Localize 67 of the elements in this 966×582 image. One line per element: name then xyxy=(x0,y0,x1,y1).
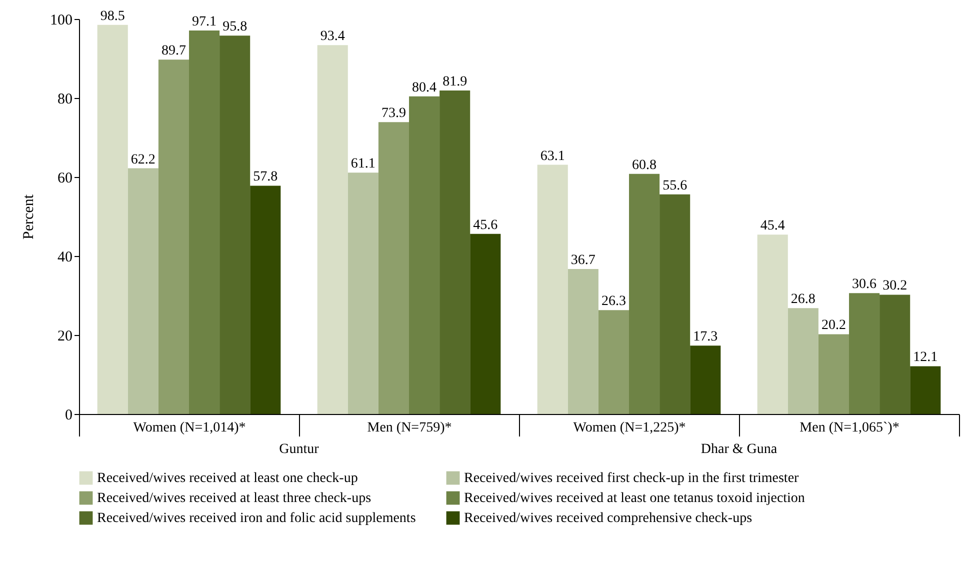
data-label: 62.2 xyxy=(130,152,156,168)
bar xyxy=(378,122,409,414)
bar xyxy=(409,96,440,414)
data-label: 12.1 xyxy=(913,350,938,366)
legend-label: Received/wives received first check-up in the first trimester xyxy=(464,471,800,486)
y-tick-label: 20 xyxy=(58,328,72,344)
bar xyxy=(660,194,690,414)
bar xyxy=(250,186,281,414)
legend-label: Received/wives received at least one tetanus toxoid injection xyxy=(464,491,805,506)
y-tick-label: 100 xyxy=(50,12,72,28)
legend-label: Received/wives received iron and folic acid supplements xyxy=(97,511,416,526)
data-label: 60.8 xyxy=(632,158,657,173)
data-label: 30.2 xyxy=(882,278,908,294)
bar xyxy=(158,60,189,414)
y-tick-label: 60 xyxy=(58,170,72,186)
bar xyxy=(629,174,660,414)
y-tick-label: 40 xyxy=(58,250,72,266)
bar xyxy=(348,172,378,414)
bar xyxy=(598,310,629,414)
bar xyxy=(317,45,348,414)
data-label: 45.6 xyxy=(473,218,498,233)
bar xyxy=(880,294,910,414)
x-tick-label: Women (N=1,225)* xyxy=(573,420,686,436)
bar xyxy=(757,234,788,414)
data-label: 80.4 xyxy=(412,80,437,96)
data-label: 26.3 xyxy=(601,294,626,310)
bar xyxy=(690,346,721,414)
data-label: 45.4 xyxy=(760,218,785,234)
bar xyxy=(849,293,880,414)
bar xyxy=(470,234,501,414)
y-axis-title: Percent xyxy=(21,194,37,240)
bar xyxy=(220,36,250,414)
data-label: 89.7 xyxy=(161,44,186,59)
x-tick-label: Women (N=1,014)* xyxy=(133,420,246,436)
data-label: 30.6 xyxy=(852,277,877,292)
data-label: 98.5 xyxy=(100,8,125,24)
x-tick-label: Men (N=1,065`)* xyxy=(800,420,900,436)
text: Dhar & Guna xyxy=(700,442,778,457)
data-label: 26.8 xyxy=(790,292,816,308)
data-label: 36.7 xyxy=(570,253,596,268)
data-label: 55.6 xyxy=(662,178,688,194)
bar xyxy=(128,168,158,414)
bar xyxy=(818,334,849,414)
data-label: 95.8 xyxy=(222,20,248,35)
legend-label: Received/wives received at least three check-ups xyxy=(97,491,372,506)
y-tick-label: 0 xyxy=(65,408,72,424)
text: Guntur xyxy=(279,442,320,457)
bar xyxy=(189,30,220,414)
bar xyxy=(910,366,941,414)
data-label: 61.1 xyxy=(350,156,376,172)
data-label: 93.4 xyxy=(320,29,345,44)
data-label: 81.9 xyxy=(442,74,468,90)
data-label: 57.8 xyxy=(253,170,278,185)
bar xyxy=(788,308,818,414)
data-label: 63.1 xyxy=(540,148,565,164)
data-label: 20.2 xyxy=(821,318,846,334)
data-label: 17.3 xyxy=(693,330,718,345)
bar xyxy=(568,269,598,414)
bar xyxy=(97,24,128,414)
bar xyxy=(440,90,470,414)
y-tick-label: 80 xyxy=(58,92,72,108)
x-tick-label: Men (N=759)* xyxy=(367,420,452,436)
legend-label: Received/wives received comprehensive check-ups xyxy=(464,511,752,526)
data-label: 97.1 xyxy=(192,14,217,30)
bar xyxy=(537,164,568,414)
data-label: 73.9 xyxy=(381,106,406,122)
legend-label: Received/wives received at least one check-up xyxy=(97,471,358,486)
